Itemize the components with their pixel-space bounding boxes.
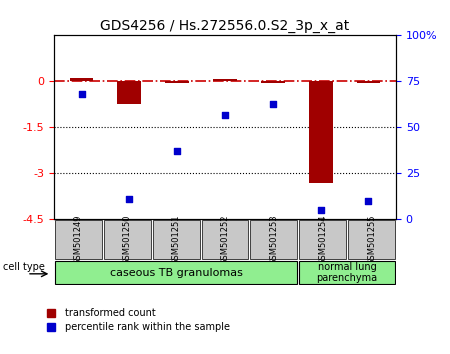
FancyBboxPatch shape	[299, 220, 346, 259]
Text: GSM501249: GSM501249	[74, 215, 83, 265]
Bar	[261, 81, 285, 83]
FancyBboxPatch shape	[250, 220, 297, 259]
Point	[126, 196, 133, 202]
FancyBboxPatch shape	[202, 220, 248, 259]
FancyBboxPatch shape	[299, 261, 395, 285]
Point	[78, 91, 85, 97]
Point	[269, 101, 276, 106]
Bar	[213, 79, 237, 81]
Point	[317, 207, 324, 213]
Text: GSM501254: GSM501254	[318, 215, 327, 265]
FancyBboxPatch shape	[55, 220, 102, 259]
Point	[221, 112, 229, 118]
Text: cell type: cell type	[3, 262, 45, 272]
Bar	[70, 78, 94, 81]
Bar	[165, 81, 189, 83]
Legend: transformed count, percentile rank within the sample: transformed count, percentile rank withi…	[41, 308, 230, 332]
Bar	[309, 81, 333, 183]
Title: GDS4256 / Hs.272556.0.S2_3p_x_at: GDS4256 / Hs.272556.0.S2_3p_x_at	[100, 19, 350, 33]
Point	[174, 149, 181, 154]
FancyBboxPatch shape	[348, 220, 395, 259]
Bar	[117, 81, 141, 104]
FancyBboxPatch shape	[153, 220, 200, 259]
Text: caseous TB granulomas: caseous TB granulomas	[110, 268, 243, 278]
FancyBboxPatch shape	[104, 220, 151, 259]
Text: GSM501252: GSM501252	[220, 215, 230, 265]
Text: GSM501250: GSM501250	[123, 215, 132, 265]
Text: GSM501255: GSM501255	[367, 215, 376, 265]
Text: GSM501253: GSM501253	[270, 215, 279, 265]
Bar	[356, 81, 380, 83]
FancyBboxPatch shape	[55, 261, 297, 285]
Point	[365, 198, 372, 204]
Text: normal lung
parenchyma: normal lung parenchyma	[317, 262, 378, 284]
Text: GSM501251: GSM501251	[171, 215, 180, 265]
